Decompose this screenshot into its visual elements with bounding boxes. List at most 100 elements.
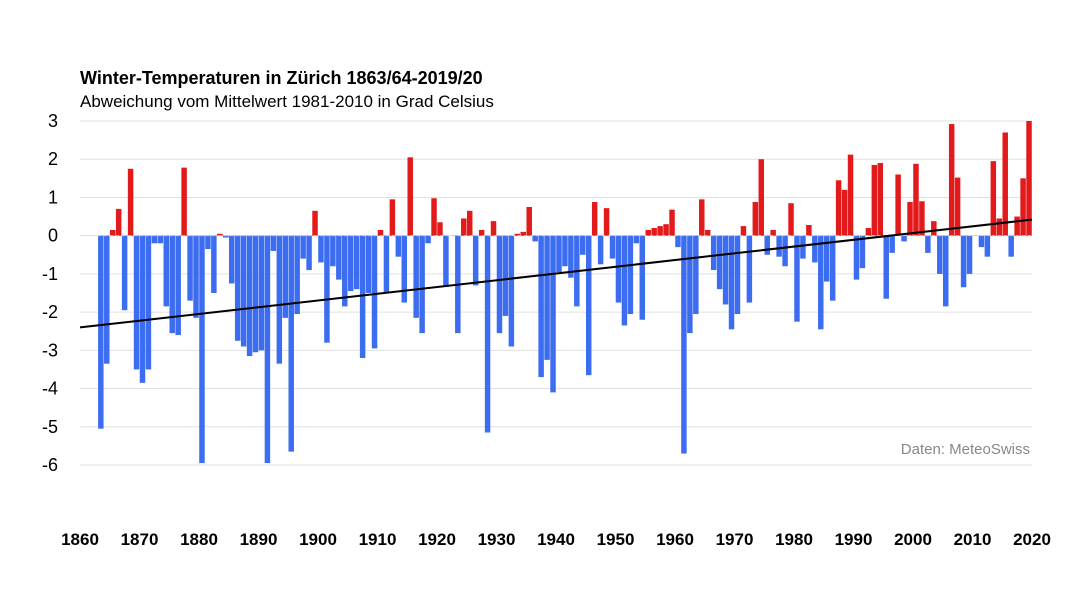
bar <box>907 202 913 236</box>
bar <box>496 235 503 334</box>
y-tick-label: -5 <box>42 417 58 437</box>
y-tick-label: -3 <box>42 340 58 360</box>
bar <box>865 228 872 236</box>
bar <box>211 235 217 293</box>
bar <box>550 235 556 393</box>
data-source-note: Daten: MeteoSwiss <box>900 441 1030 458</box>
bar <box>472 235 479 286</box>
bar <box>716 235 723 290</box>
bar <box>508 235 515 347</box>
bar <box>240 235 247 347</box>
bar <box>353 235 360 290</box>
bar <box>538 235 544 378</box>
bar <box>336 235 342 280</box>
bar <box>812 235 818 263</box>
bar <box>520 231 527 236</box>
bar <box>942 235 949 307</box>
bar <box>342 235 348 307</box>
bar <box>895 174 901 236</box>
bar <box>413 235 419 318</box>
bar <box>728 235 735 330</box>
bar <box>169 235 175 334</box>
bar <box>121 235 128 311</box>
bar <box>306 235 312 271</box>
bar <box>990 161 997 236</box>
bar <box>389 199 396 236</box>
bar <box>752 202 759 236</box>
bar <box>764 235 770 255</box>
bar <box>466 210 473 236</box>
bar <box>425 235 431 244</box>
bar <box>330 235 336 267</box>
bar <box>133 235 140 370</box>
bar <box>782 235 788 267</box>
bar <box>925 235 931 253</box>
x-tick-label: 1880 <box>180 530 218 549</box>
bar <box>740 226 747 236</box>
bar <box>532 235 538 242</box>
bar <box>931 221 937 236</box>
chart-title: Winter-Temperaturen in Zürich 1863/64-20… <box>80 68 483 88</box>
bar <box>954 177 961 236</box>
bar <box>276 235 283 364</box>
bar <box>270 235 277 251</box>
bar <box>901 235 907 242</box>
bar <box>883 235 889 299</box>
bar <box>104 235 110 364</box>
bar <box>318 235 324 263</box>
trend-line-group <box>79 218 1033 329</box>
y-tick-label: 3 <box>48 111 58 131</box>
bar <box>996 218 1003 236</box>
bar <box>615 235 622 303</box>
y-axis-ticks: 3 2 1 0 -1 -2 -3 -4 -5 -6 <box>42 111 58 475</box>
bar <box>699 199 705 236</box>
x-tick-label: 1940 <box>537 530 575 549</box>
bar <box>591 202 598 236</box>
bar <box>401 235 408 303</box>
bar <box>199 235 205 464</box>
bar <box>443 235 449 286</box>
trend-line <box>79 218 1033 329</box>
bar <box>913 163 919 236</box>
bar <box>746 235 753 303</box>
x-tick-label: 1950 <box>597 530 635 549</box>
bar <box>288 235 294 452</box>
bar <box>562 235 568 267</box>
bar <box>484 235 491 433</box>
bar <box>490 221 497 236</box>
bar <box>371 235 378 349</box>
bar <box>675 235 681 248</box>
bar <box>853 235 860 280</box>
bar <box>205 235 211 250</box>
y-tick-label: -6 <box>42 455 58 475</box>
x-tick-label: 2020 <box>1013 530 1051 549</box>
bar <box>818 235 824 330</box>
bar <box>580 235 586 255</box>
bar <box>139 235 146 383</box>
bar <box>889 235 895 253</box>
bar <box>621 235 628 326</box>
bar <box>835 180 842 236</box>
bar <box>681 235 687 454</box>
bar <box>98 235 104 429</box>
bar <box>919 201 925 236</box>
bar <box>597 235 604 265</box>
bar <box>651 228 657 236</box>
bar <box>347 235 354 292</box>
y-tick-label: -1 <box>42 264 58 284</box>
bar <box>657 226 663 236</box>
bar <box>633 235 640 244</box>
bar <box>1014 216 1020 236</box>
bar <box>776 235 782 257</box>
bar <box>710 235 717 271</box>
bar <box>115 208 122 236</box>
bar <box>960 235 967 288</box>
bar <box>722 235 729 305</box>
bar <box>568 235 574 278</box>
x-tick-label: 1870 <box>121 530 159 549</box>
x-tick-label: 1860 <box>61 530 99 549</box>
bar <box>948 124 955 236</box>
bar <box>395 235 402 257</box>
bar <box>163 235 170 307</box>
